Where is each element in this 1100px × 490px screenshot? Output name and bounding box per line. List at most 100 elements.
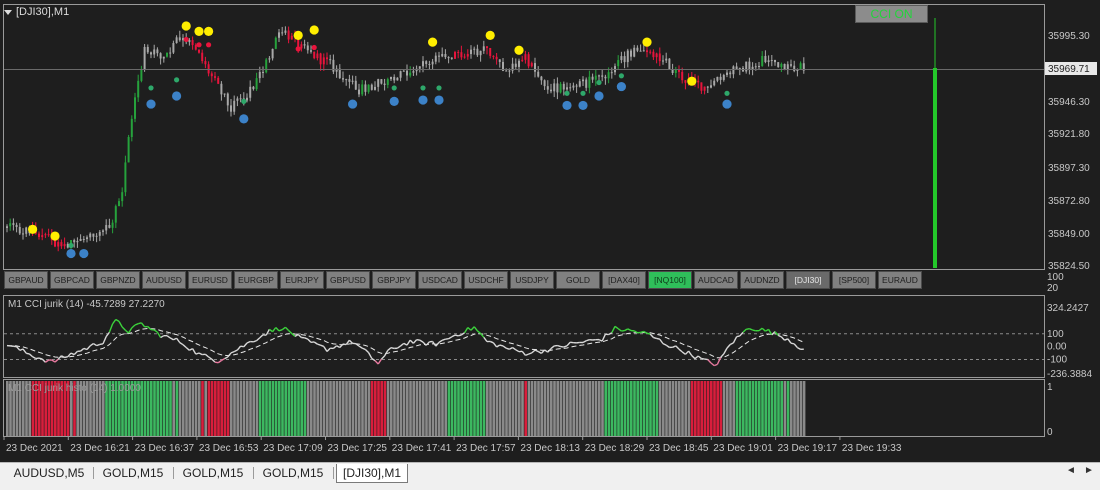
candle-body: [22, 233, 24, 235]
histo-bar: [66, 381, 70, 436]
cci-line-segment: [672, 345, 677, 348]
symbol-button-dax40[interactable]: [DAX40]: [602, 271, 646, 289]
tab-goldm15[interactable]: GOLD,M15: [262, 466, 324, 480]
symbol-button-eurusd[interactable]: EURUSD: [188, 271, 232, 289]
candle-body: [156, 49, 159, 54]
chart-window[interactable]: 35995.30 35946.30 35921.80 35897.30 35872.80…: [0, 0, 1100, 462]
cci-line-segment: [191, 348, 197, 355]
cci-line-segment: [86, 345, 91, 350]
scroll-right-icon[interactable]: ►: [1084, 465, 1094, 476]
candle-body: [79, 238, 82, 241]
cci-line-segment: [476, 330, 482, 335]
symbol-button-gbpaud[interactable]: GBPAUD: [4, 271, 48, 289]
symbol-button-audusd[interactable]: AUDUSD: [142, 271, 186, 289]
cci-line-segment: [221, 357, 225, 362]
candle-body: [588, 76, 591, 88]
candle-body: [604, 76, 607, 79]
candle-body: [482, 46, 485, 51]
histo-bar: [530, 381, 534, 436]
histo-bar: [348, 381, 351, 436]
candle-body: [617, 60, 620, 67]
tab-goldm15[interactable]: GOLD,M15: [182, 466, 244, 480]
cci-line-segment: [749, 328, 753, 331]
tab-audusdm5[interactable]: AUDUSD,M5: [13, 466, 85, 480]
cci-line-segment: [458, 334, 462, 337]
symbol-button-eurjpy[interactable]: EURJPY: [280, 271, 324, 289]
candle-body: [450, 57, 453, 59]
candle-body: [527, 54, 530, 67]
cci-line-segment: [534, 349, 539, 353]
chart-title-text: [DJI30],M1: [16, 6, 70, 18]
yellow-signal-dot: [204, 26, 214, 36]
cci-line-segment: [317, 343, 321, 346]
yellow-signal-dot: [687, 76, 697, 86]
cci-on-button[interactable]: CCI ON: [855, 5, 928, 23]
candle-body: [146, 46, 149, 53]
symbol-button-audcad[interactable]: AUDCAD: [694, 271, 738, 289]
symbol-button-gold[interactable]: GOLD: [556, 271, 600, 289]
tab-goldm15[interactable]: GOLD,M15: [102, 466, 164, 480]
symbol-button-gbpnzd[interactable]: GBPNZD: [96, 271, 140, 289]
histo-bar: [649, 381, 652, 436]
candle-body: [406, 70, 408, 76]
histo-bar: [652, 381, 655, 436]
cci-line-segment: [688, 350, 693, 357]
cci-line-segment: [557, 344, 561, 348]
histo-bar: [486, 381, 489, 436]
candle-body: [290, 35, 293, 40]
histo-bar: [572, 381, 575, 436]
symbol-button-dji30[interactable]: [DJI30]: [786, 271, 830, 289]
symbol-button-gbpjpy[interactable]: GBPJPY: [372, 271, 416, 289]
candle-body: [543, 80, 546, 87]
chevron-down-icon[interactable]: [4, 9, 12, 15]
histo-bar: [607, 381, 611, 436]
tab-dji30m1[interactable]: [DJI30],M1: [336, 464, 408, 483]
yellow-signal-dot: [485, 30, 495, 41]
candle-body: [633, 47, 636, 57]
symbol-button-gbpcad[interactable]: GBPCAD: [50, 271, 94, 289]
histo-bar: [418, 381, 422, 436]
histo-bar: [438, 381, 441, 436]
candle-body: [441, 53, 444, 57]
cci-line-segment: [284, 326, 290, 331]
symbol-button-usdjpy[interactable]: USDJPY: [510, 271, 554, 289]
cci-line-segment: [697, 355, 702, 360]
chart-title[interactable]: [DJI30],M1: [4, 4, 69, 20]
symbol-button-euraud[interactable]: EURAUD: [878, 271, 922, 289]
symbol-button-nq100[interactable]: [NQ100]: [648, 271, 692, 289]
symbol-button-eurgbp[interactable]: EURGBP: [234, 271, 278, 289]
histo-bar: [774, 381, 777, 436]
histo-bar: [546, 381, 550, 436]
histo-panel-label: M1 CCI jurik histo (14) 1.0000: [8, 383, 141, 394]
cci-line-segment: [649, 333, 654, 338]
scroll-left-icon[interactable]: ◄: [1066, 465, 1076, 476]
candle-body: [594, 75, 597, 80]
histo-bar: [559, 381, 563, 436]
symbol-button-gbpusd[interactable]: GBPUSD: [326, 271, 370, 289]
blue-signal-dot: [594, 91, 604, 101]
candle-body: [502, 61, 504, 71]
cci-line-segment: [675, 345, 680, 350]
cci-axis-label: -236.3884: [1047, 369, 1092, 380]
symbol-button-usdcad[interactable]: USDCAD: [418, 271, 462, 289]
blue-signal-dot: [434, 95, 444, 105]
candle-body: [76, 240, 79, 243]
candle-body: [569, 87, 572, 89]
candle-body: [98, 231, 101, 236]
cci-line-segment: [41, 358, 46, 363]
candle-body: [204, 61, 207, 65]
symbol-button-sp500[interactable]: [SP500]: [832, 271, 876, 289]
cci-line-segment: [358, 345, 363, 349]
candle-body: [710, 85, 712, 88]
cci-line-segment: [681, 351, 686, 355]
candle-body: [121, 192, 124, 202]
histo-bar: [188, 381, 191, 436]
histo-bar: [233, 381, 236, 436]
histo-bar: [25, 381, 28, 436]
symbol-button-audnzd[interactable]: AUDNZD: [740, 271, 784, 289]
histo-bar: [281, 381, 284, 436]
chart-canvas[interactable]: 35995.30 35946.30 35921.80 35897.30 35872.80…: [0, 0, 1100, 462]
cci-line-segment: [108, 323, 114, 333]
cci-line-segment: [246, 340, 251, 344]
symbol-button-usdchf[interactable]: USDCHF: [464, 271, 508, 289]
